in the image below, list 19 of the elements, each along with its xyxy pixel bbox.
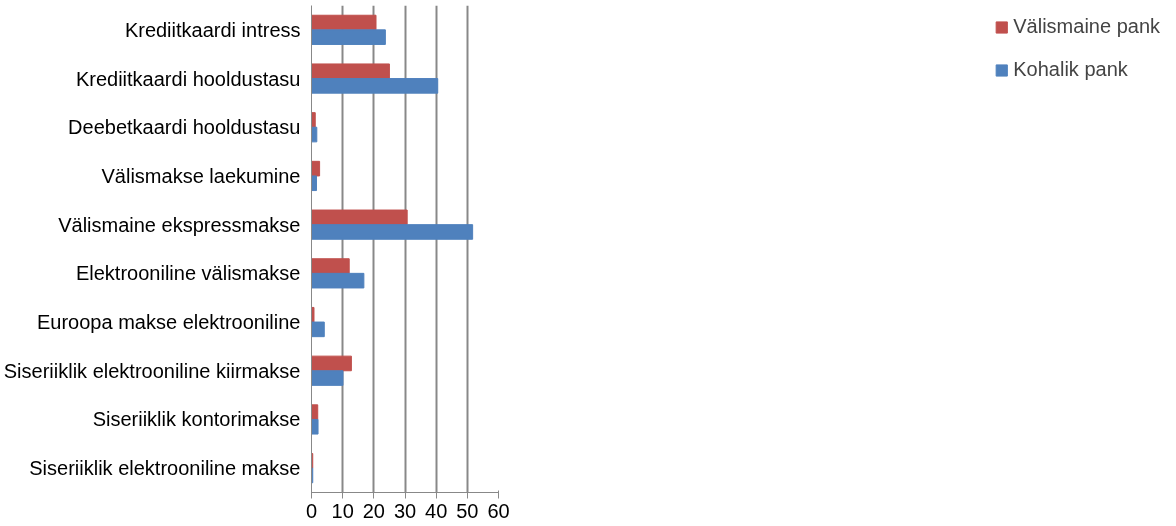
y-tick-label: Välismaine ekspressmakse	[58, 213, 301, 236]
legend-label: Välismaine pank	[1013, 15, 1160, 38]
x-tick-label: 30	[393, 499, 417, 522]
y-tick-label: Euroopa makse elektrooniline	[37, 311, 301, 334]
y-tick-label: Siseriiklik elektrooniline makse	[29, 457, 301, 480]
x-tick-label: 40	[425, 499, 448, 522]
y-tick-label: Siseriiklik kontorimakse	[92, 408, 301, 431]
y-tick-label: Krediitkaardi intress	[124, 18, 301, 41]
y-tick-label: Siseriiklik elektrooniline kiirmakse	[3, 359, 301, 382]
y-tick-label: Krediitkaardi hooldustasu	[75, 67, 301, 90]
x-tick-label: 10	[331, 499, 354, 522]
x-tick-label: 50	[456, 499, 479, 522]
legend-label: Kohalik pank	[1013, 58, 1128, 81]
y-tick-label: Välismakse laekumine	[101, 164, 301, 187]
x-tick-label: 20	[362, 499, 385, 522]
x-tick-label: 60	[487, 499, 510, 522]
y-tick-label: Deebetkaardi hooldustasu	[68, 116, 301, 139]
y-tick-label: Elektrooniline välismakse	[75, 262, 301, 285]
x-tick-label: 0	[305, 499, 318, 522]
